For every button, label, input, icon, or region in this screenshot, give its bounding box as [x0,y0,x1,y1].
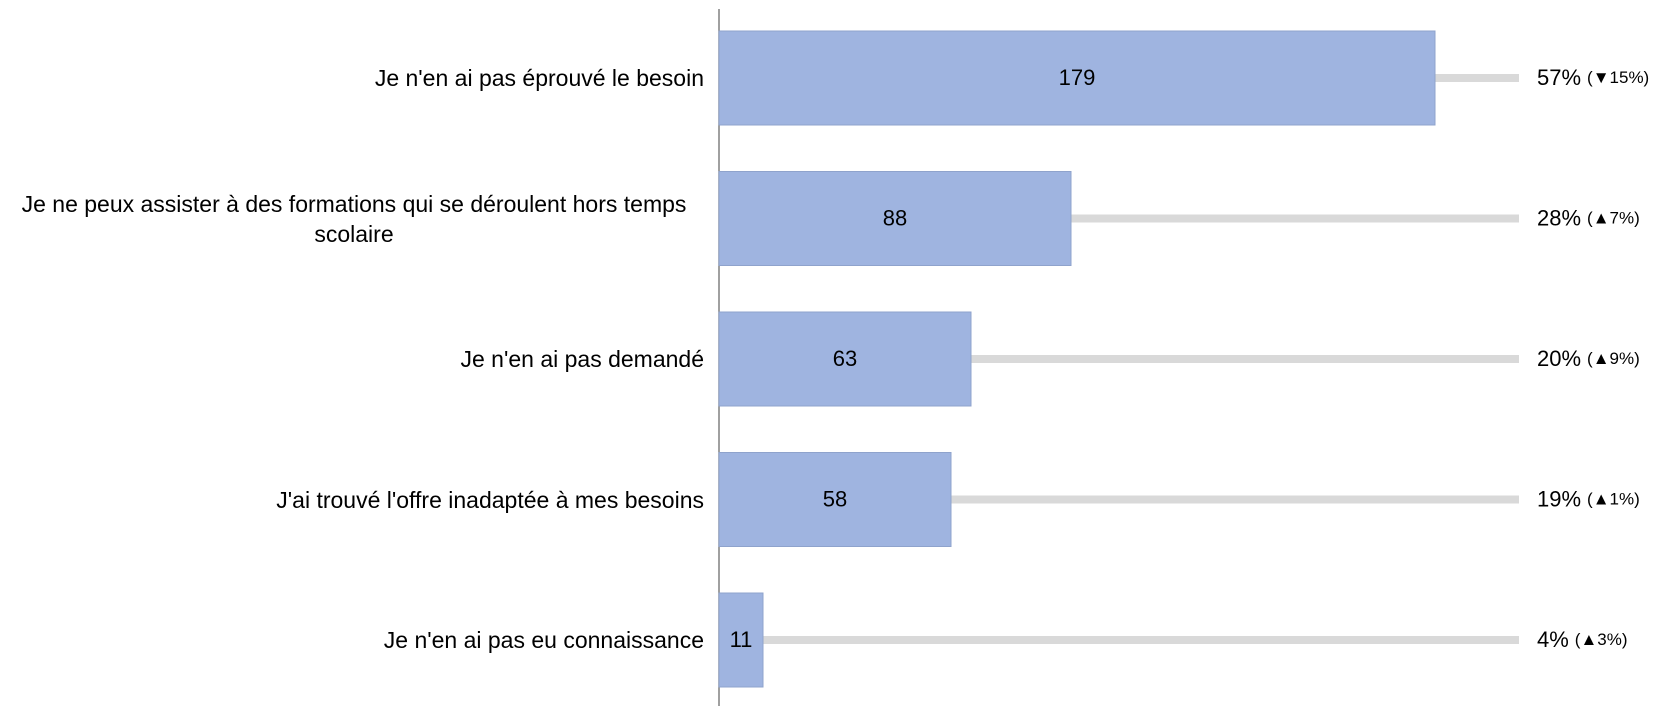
percent: 57% [1537,65,1581,90]
category-label: Je n'en ai pas demandé [460,346,704,372]
category-label: Je n'en ai pas éprouvé le besoin [374,65,704,91]
track [719,355,1519,363]
value-label: 58 [823,486,847,511]
percent-label: 4% (▲3%) [1537,627,1628,652]
category-label: Je n'en ai pas eu connaissance [383,627,704,653]
bar [718,592,764,688]
category-label: J'ai trouvé l'offre inadaptée à mes beso… [276,486,704,513]
change: (▲9%) [1587,349,1640,368]
value-label: 88 [883,205,907,230]
value-label: 11 [730,627,753,652]
category-label: Je ne peux assister à des formations qui… [21,190,687,247]
percent-label: 20% (▲9%) [1537,346,1640,371]
percent: 19% [1537,486,1581,511]
track [719,636,1519,644]
track [719,495,1519,504]
percent-label: 19% (▲1%) [1537,486,1640,511]
value-label: 179 [1059,65,1096,90]
value-label: 63 [833,346,857,371]
bar [718,452,952,547]
percent: 28% [1537,205,1581,230]
percent-label: 28% (▲7%) [1537,205,1640,230]
bar [718,171,1072,266]
change: (▲7%) [1587,209,1640,228]
change: (▲3%) [1575,630,1628,649]
bar [718,311,972,407]
change: (▲1%) [1587,490,1640,509]
change: (▼15%) [1587,68,1649,87]
percent: 4% [1537,627,1569,652]
track [719,214,1519,223]
percent: 20% [1537,346,1581,371]
percent-label: 57% (▼15%) [1537,65,1649,90]
bar [718,30,1436,126]
